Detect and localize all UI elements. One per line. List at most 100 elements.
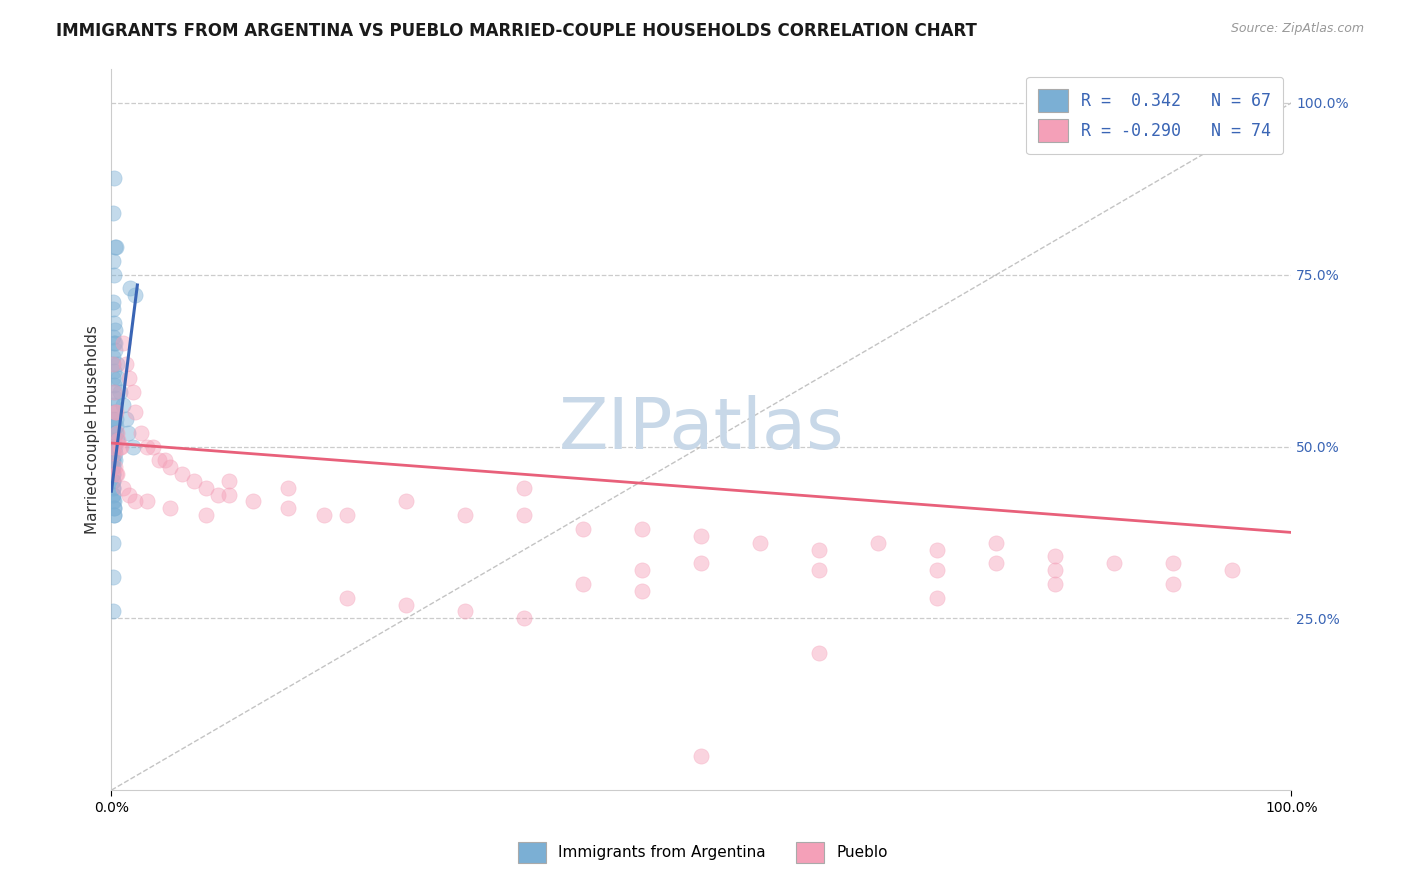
Point — [808, 646, 831, 660]
Point — [103, 384, 125, 399]
Point — [101, 440, 124, 454]
Point — [103, 336, 125, 351]
Point — [572, 522, 595, 536]
Point — [101, 467, 124, 481]
Point — [104, 460, 127, 475]
Point — [101, 460, 124, 475]
Point — [112, 398, 135, 412]
Point — [101, 570, 124, 584]
Point — [101, 535, 124, 549]
Point — [101, 453, 124, 467]
Point — [103, 418, 125, 433]
Point — [114, 357, 136, 371]
Point — [104, 405, 127, 419]
Point — [124, 288, 146, 302]
Point — [808, 542, 831, 557]
Point — [117, 425, 139, 440]
Point — [104, 336, 127, 351]
Point — [868, 535, 890, 549]
Point — [101, 440, 124, 454]
Point — [277, 501, 299, 516]
Point — [1045, 563, 1067, 577]
Point — [104, 240, 127, 254]
Point — [142, 440, 165, 454]
Point — [101, 425, 124, 440]
Point — [103, 171, 125, 186]
Point — [105, 240, 128, 254]
Point — [159, 501, 181, 516]
Point — [107, 371, 129, 385]
Legend: Immigrants from Argentina, Pueblo: Immigrants from Argentina, Pueblo — [510, 834, 896, 871]
Point — [105, 433, 128, 447]
Point — [104, 392, 127, 406]
Point — [101, 453, 124, 467]
Point — [101, 467, 124, 481]
Point — [104, 446, 127, 460]
Point — [101, 494, 124, 508]
Point — [135, 494, 157, 508]
Point — [124, 494, 146, 508]
Point — [336, 508, 359, 523]
Point — [101, 488, 124, 502]
Point — [927, 591, 949, 605]
Point — [277, 481, 299, 495]
Point — [631, 563, 654, 577]
Point — [129, 425, 152, 440]
Point — [153, 453, 176, 467]
Point — [1163, 577, 1185, 591]
Point — [631, 522, 654, 536]
Point — [148, 453, 170, 467]
Point — [1104, 557, 1126, 571]
Y-axis label: Married-couple Households: Married-couple Households — [86, 325, 100, 533]
Point — [808, 563, 831, 577]
Point — [103, 501, 125, 516]
Point — [454, 508, 477, 523]
Point — [101, 412, 124, 426]
Point — [101, 474, 124, 488]
Point — [104, 323, 127, 337]
Point — [110, 440, 132, 454]
Point — [124, 405, 146, 419]
Point — [1045, 549, 1067, 564]
Point — [105, 425, 128, 440]
Point — [103, 316, 125, 330]
Point — [101, 481, 124, 495]
Point — [103, 364, 125, 378]
Point — [986, 557, 1008, 571]
Point — [112, 481, 135, 495]
Point — [101, 350, 124, 364]
Point — [101, 301, 124, 316]
Point — [194, 508, 217, 523]
Point — [103, 377, 125, 392]
Point — [105, 425, 128, 440]
Point — [631, 583, 654, 598]
Point — [103, 433, 125, 447]
Point — [108, 384, 131, 399]
Point — [101, 357, 124, 371]
Point — [105, 467, 128, 481]
Point — [107, 433, 129, 447]
Point — [513, 508, 536, 523]
Point — [101, 604, 124, 618]
Point — [105, 467, 128, 481]
Point — [194, 481, 217, 495]
Point — [572, 577, 595, 591]
Point — [114, 412, 136, 426]
Point — [1045, 577, 1067, 591]
Point — [336, 591, 359, 605]
Point — [513, 481, 536, 495]
Point — [101, 446, 124, 460]
Point — [101, 440, 124, 454]
Point — [120, 281, 142, 295]
Point — [218, 474, 240, 488]
Point — [927, 563, 949, 577]
Point — [101, 295, 124, 310]
Point — [104, 453, 127, 467]
Point — [749, 535, 772, 549]
Point — [1220, 563, 1243, 577]
Point — [121, 440, 143, 454]
Point — [108, 440, 131, 454]
Point — [104, 343, 127, 358]
Point — [103, 405, 125, 419]
Point — [103, 384, 125, 399]
